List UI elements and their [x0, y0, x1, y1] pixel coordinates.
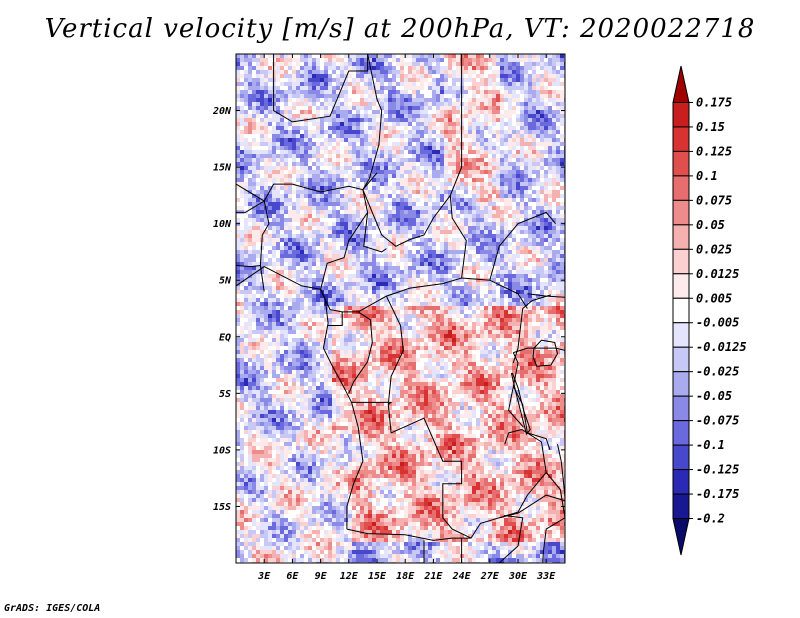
x-tick-label: 6E: [286, 571, 299, 582]
x-tick-label: 24E: [452, 571, 472, 582]
colorbar-label: 0.005: [696, 291, 732, 305]
colorbar-label: -0.005: [696, 316, 739, 330]
colorbar-label: 0.0125: [696, 267, 739, 281]
colorbar-swatch: [672, 273, 690, 299]
colorbar-label: -0.0125: [696, 340, 747, 354]
x-tick-label: 30E: [508, 571, 528, 582]
grads-credit: GrADS: IGES/COLA: [4, 603, 101, 614]
x-tick-label: 12E: [340, 571, 359, 582]
colorbar-swatch: [672, 395, 690, 422]
x-tick-label: 18E: [396, 571, 415, 582]
colorbar-label: 0.175: [696, 95, 732, 109]
colorbar-swatch: [672, 199, 690, 226]
colorbar-label: 0.025: [696, 242, 732, 256]
colorbar-swatch: [672, 346, 690, 373]
y-axis: 20N 15N 10N 5N EQ 5S 10S 15S: [212, 106, 565, 513]
colorbar-label: -0.075: [696, 414, 739, 428]
colorbar-swatch: [672, 444, 690, 471]
y-tick-label: 5N: [219, 276, 232, 287]
colorbar-swatch: [672, 420, 690, 446]
colorbar-swatch: [672, 224, 690, 250]
colorbar-swatch: [672, 126, 690, 152]
colorbar-label: -0.05: [696, 389, 732, 403]
colorbar-label: 0.1: [696, 169, 718, 183]
colorbar-swatch: [672, 371, 690, 397]
colorbar-swatch: [672, 297, 690, 324]
colorbar-swatch: [672, 175, 690, 201]
colorbar-label: 0.05: [696, 218, 725, 232]
x-tick-label: 27E: [480, 571, 500, 582]
velocity-field: [236, 54, 565, 563]
y-tick-label: EQ: [219, 332, 231, 343]
y-tick-label: 10S: [213, 445, 231, 456]
x-tick-label: 15E: [368, 571, 387, 582]
colorbar-label: -0.025: [696, 365, 739, 379]
y-tick-label: 10N: [213, 219, 232, 230]
y-tick-label: 15N: [213, 163, 232, 174]
colorbar-swatch: [672, 469, 690, 495]
colorbar-arrow-top: [672, 65, 690, 103]
y-tick-label: 20N: [212, 106, 232, 117]
colorbar: 0.175 0.15 0.125 0.1 0.075 0.05 0.025 0.0125 0.0…: [672, 65, 747, 556]
y-tick-label: 15S: [213, 502, 231, 513]
colorbar-arrow-bottom: [672, 518, 690, 556]
x-tick-label: 21E: [423, 571, 443, 582]
y-tick-label: 5S: [219, 389, 231, 400]
colorbar-label: 0.125: [696, 144, 732, 158]
chart-title: Vertical velocity [m/s] at 200hPa, VT: 2…: [44, 14, 756, 44]
colorbar-swatch: [672, 493, 690, 520]
colorbar-label: -0.175: [696, 487, 739, 501]
colorbar-swatch: [672, 101, 690, 128]
colorbar-label: -0.2: [696, 512, 725, 526]
colorbar-label: 0.15: [696, 120, 725, 134]
colorbar-label: 0.075: [696, 193, 732, 207]
country-borders: [236, 54, 565, 563]
colorbar-swatch: [672, 322, 690, 348]
x-tick-label: 3E: [257, 571, 271, 582]
map-frame: [235, 53, 566, 564]
colorbar-swatch: [672, 248, 690, 275]
x-tick-label: 33E: [536, 571, 556, 582]
colorbar-label: -0.125: [696, 463, 739, 477]
colorbar-swatch: [672, 150, 690, 177]
colorbar-label: -0.1: [696, 438, 725, 452]
x-tick-label: 9E: [315, 571, 328, 582]
x-axis: 3E 6E 9E 12E 15E 18E 21E 24E 27E 30E 33E: [257, 54, 556, 582]
